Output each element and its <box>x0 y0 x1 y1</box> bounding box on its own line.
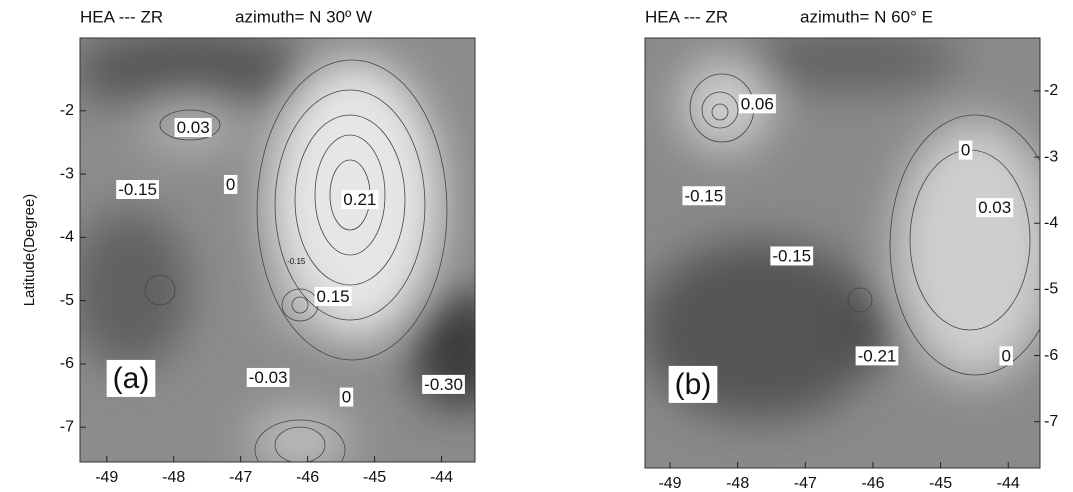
x-tick-label: -48 <box>162 469 185 486</box>
y-tick-label: -3 <box>1044 148 1058 165</box>
contour-label: -0.15 <box>772 246 811 265</box>
x-tick-label: -49 <box>95 469 118 486</box>
contour-label: 0.06 <box>741 94 774 113</box>
x-tick-label: -46 <box>296 469 319 486</box>
y-tick-label: -7 <box>60 418 74 435</box>
chart-title: azimuth= N 30º W <box>235 7 372 26</box>
panel-label: (a) <box>113 362 150 395</box>
x-tick-label: -46 <box>861 475 884 492</box>
y-tick-label: -2 <box>1044 82 1058 99</box>
x-tick-label: -45 <box>363 469 386 486</box>
chart-title: azimuth= N 60° E <box>800 7 933 26</box>
y-axis-label: Latitude(Degree) <box>21 194 38 307</box>
x-tick-label: -45 <box>929 475 952 492</box>
x-tick-label: -44 <box>997 475 1020 492</box>
contour-label: 0.03 <box>978 198 1011 217</box>
contour-label: -0.30 <box>424 375 463 394</box>
y-tick-label: -5 <box>60 292 74 309</box>
contour-label: -0.15 <box>287 257 306 266</box>
contour-label: -0.15 <box>118 180 157 199</box>
x-tick-label: -47 <box>229 469 252 486</box>
y-tick-label: -2 <box>60 102 74 119</box>
y-tick-label: -6 <box>1044 347 1058 364</box>
legend-entry: HEA --- ZR <box>80 7 163 26</box>
contour-label: -0.21 <box>858 346 897 365</box>
contour-label: 0 <box>1001 346 1010 365</box>
contour-label: 0 <box>226 175 235 194</box>
contour-label: 0.03 <box>177 118 210 137</box>
contour-label: 0 <box>342 388 351 407</box>
y-tick-label: -5 <box>1044 281 1058 298</box>
x-tick-label: -48 <box>726 475 749 492</box>
y-tick-label: -4 <box>1044 214 1058 231</box>
contour-label: 0.15 <box>317 287 350 306</box>
y-tick-label: -6 <box>60 355 74 372</box>
x-tick-label: -49 <box>658 475 681 492</box>
legend-entry: HEA --- ZR <box>645 7 728 26</box>
contour-label: 0 <box>961 141 970 160</box>
contour-label: -0.03 <box>249 368 288 387</box>
contour-label: 0.21 <box>343 190 376 209</box>
x-tick-label: -47 <box>794 475 817 492</box>
contour-label: -0.15 <box>684 186 723 205</box>
page: {"chart_data": [ {"type": "contour", "ti… <box>0 0 1073 492</box>
y-tick-label: -7 <box>1044 413 1058 430</box>
figure: HEA --- ZR azimuth= N 30º W -49 -48 -47 -46 -4… <box>0 0 1073 492</box>
panel-label: (b) <box>675 368 712 401</box>
y-tick-label: -3 <box>60 165 74 182</box>
y-tick-label: -4 <box>60 229 74 246</box>
x-tick-label: -44 <box>430 469 453 486</box>
field-a <box>70 30 510 480</box>
